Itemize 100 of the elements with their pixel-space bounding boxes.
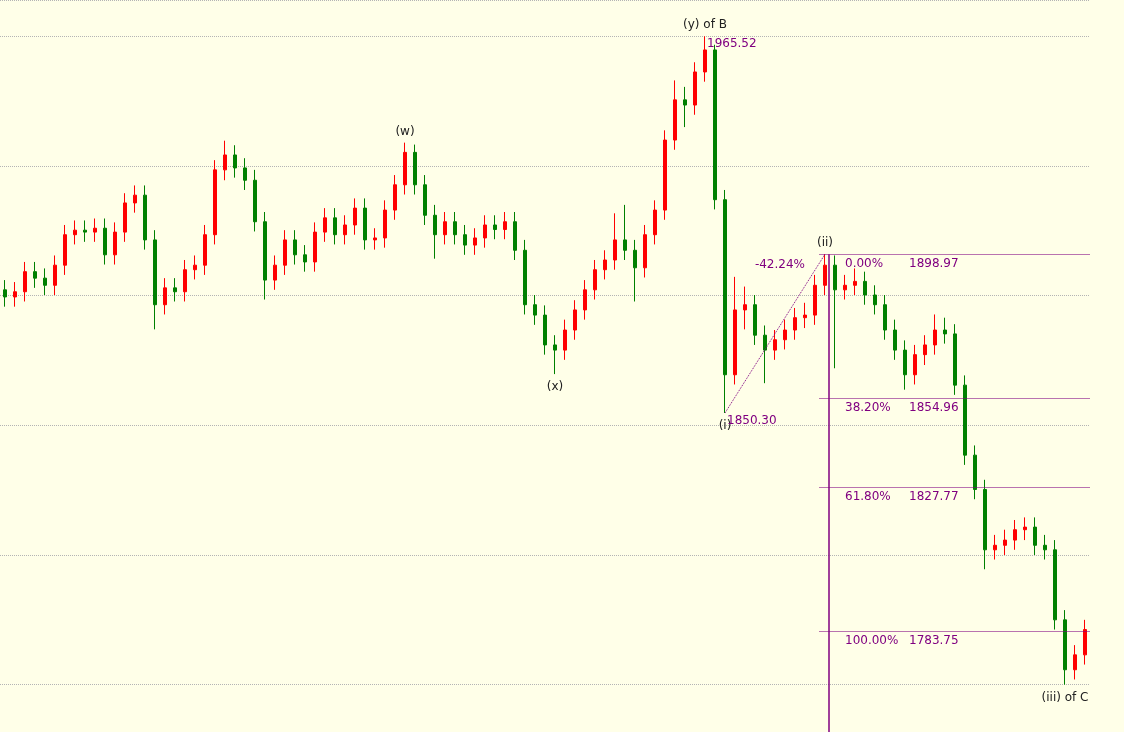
- candlestick: [283, 229, 287, 276]
- candlestick: [773, 329, 777, 361]
- candlestick: [943, 317, 947, 345]
- candlestick: [163, 277, 167, 315]
- annotation: -42.24%: [754, 257, 805, 272]
- candlestick: [623, 204, 627, 261]
- candlestick: [263, 211, 267, 301]
- candlestick: [513, 211, 517, 261]
- candlestick: [1083, 619, 1087, 666]
- candlestick: [583, 279, 587, 321]
- candlestick: [853, 267, 857, 296]
- candlestick: [823, 253, 827, 296]
- candlestick: [743, 286, 747, 330]
- candlestick: [3, 279, 7, 308]
- candlestick: [803, 302, 807, 329]
- candlestick: [383, 199, 387, 249]
- candlestick: [453, 211, 457, 245]
- candlestick: [353, 197, 357, 236]
- candlestick: [133, 184, 137, 214]
- candlestick: [923, 334, 927, 366]
- candlestick: [363, 197, 367, 251]
- candlestick: [413, 144, 417, 196]
- candlestick: [373, 227, 377, 251]
- candlestick: [783, 319, 787, 350]
- candlestick: [293, 229, 297, 266]
- candlestick: [973, 444, 977, 500]
- candlestick: [533, 294, 537, 326]
- candlestick: [313, 221, 317, 273]
- candlestick: [613, 212, 617, 271]
- candlestick: [913, 344, 917, 385]
- annotation: 38.20%: [845, 400, 891, 415]
- candlestick: [1063, 609, 1067, 686]
- candlestick: [333, 207, 337, 245]
- candlestick: [323, 207, 327, 243]
- candlestick: [813, 274, 817, 326]
- candlestick: [103, 218, 107, 266]
- candlestick: [493, 214, 497, 240]
- candlestick: [603, 249, 607, 280]
- candlestick: [903, 339, 907, 391]
- candlestick: [303, 244, 307, 273]
- annotation: (w): [395, 123, 415, 138]
- candlestick: [833, 254, 837, 369]
- annotation: 100.00%: [845, 632, 899, 647]
- candlestick: [63, 224, 67, 276]
- candlestick: [1043, 534, 1047, 561]
- candlestick: [863, 271, 867, 306]
- candlestick: [1053, 539, 1057, 631]
- candlestick: [553, 334, 557, 375]
- candlestick: [953, 323, 957, 396]
- candlestick: [563, 319, 567, 361]
- candlestick: [723, 189, 727, 414]
- candlestick: [73, 219, 77, 245]
- annotation: 1965.52: [707, 36, 757, 51]
- candlestick: [653, 199, 657, 245]
- candlestick: [933, 313, 937, 356]
- annotation: (y) of B: [683, 17, 727, 32]
- candlestick: [443, 211, 447, 245]
- annotation: 0.00%: [845, 256, 884, 271]
- annotation: (iii) of C: [1041, 689, 1089, 704]
- candlestick: [393, 174, 397, 221]
- candlestick: [503, 211, 507, 240]
- candlestick: [483, 214, 487, 249]
- candlestick: [883, 294, 887, 341]
- candlestick: [643, 224, 647, 278]
- candlestick: [633, 239, 637, 302]
- candlestick: [523, 239, 527, 315]
- candlestick: [1003, 529, 1007, 556]
- candlestick: [213, 159, 217, 245]
- candlestick: [13, 281, 17, 308]
- candlestick: [93, 218, 97, 243]
- candlestick: [53, 254, 57, 296]
- annotation: 1854.96: [909, 400, 959, 415]
- candlestick: [243, 157, 247, 191]
- candlestick: [153, 229, 157, 330]
- candlestick: [43, 267, 47, 296]
- candlestick: [403, 142, 407, 196]
- candlestick: [223, 140, 227, 181]
- annotation: 1827.77: [909, 488, 959, 503]
- candlestick: [1073, 644, 1077, 680]
- candlestick: [23, 261, 27, 302]
- candlestick: [143, 184, 147, 251]
- candlestick: [123, 192, 127, 243]
- candlestick: [173, 277, 177, 302]
- candlestick: [1033, 516, 1037, 556]
- candlestick: [793, 307, 797, 341]
- candlestick: [1013, 519, 1017, 551]
- candlestick: [893, 319, 897, 361]
- candlestick: [193, 254, 197, 280]
- candlestick: [993, 534, 997, 561]
- candlestick: [983, 479, 987, 570]
- candlestick: [233, 144, 237, 179]
- annotation: (x): [546, 379, 564, 394]
- annotation: (ii): [816, 235, 834, 250]
- candlestick: [693, 61, 697, 116]
- candlestick: [473, 227, 477, 256]
- candlestick: [253, 169, 257, 232]
- candlestick: [343, 214, 347, 245]
- candlestick: [733, 276, 737, 385]
- candlestick: [593, 259, 597, 301]
- candlestick: [573, 299, 577, 341]
